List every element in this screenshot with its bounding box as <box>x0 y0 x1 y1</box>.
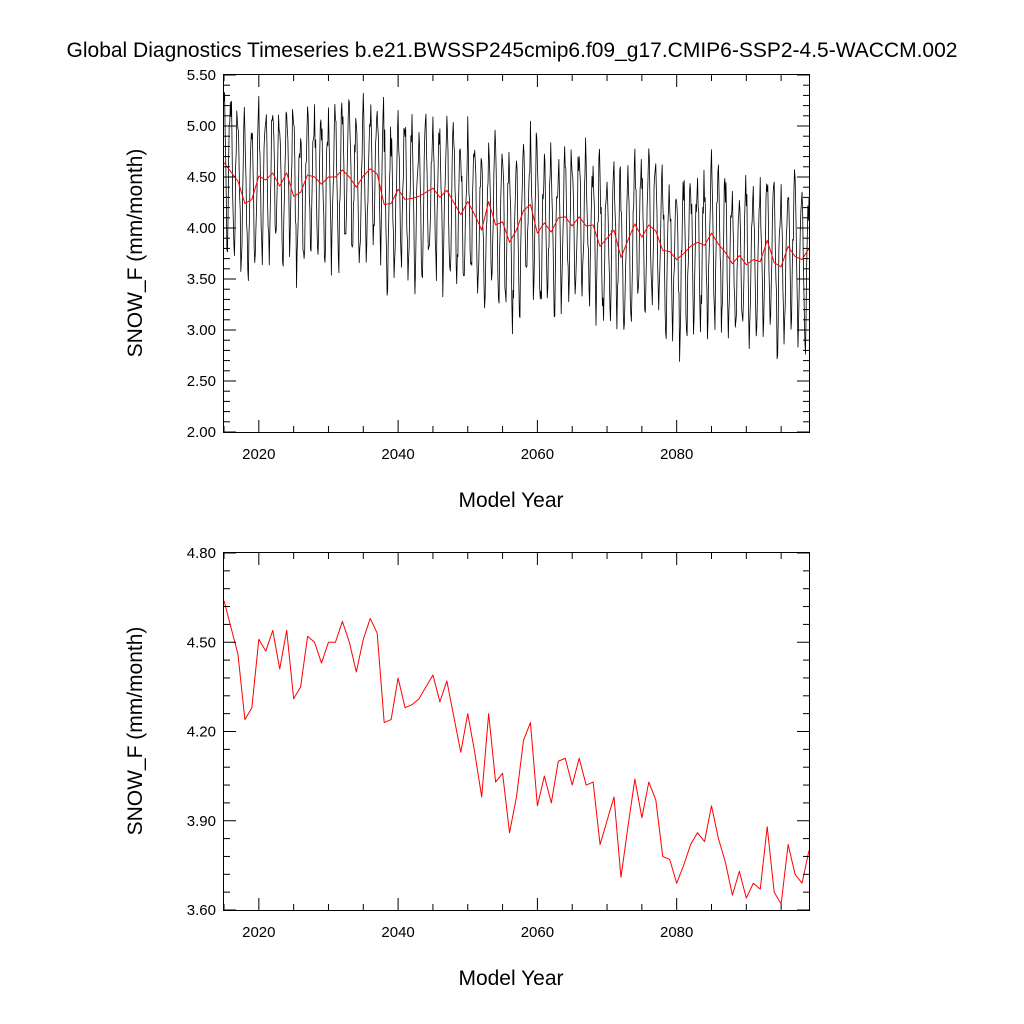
top-y-tick-label: 4.00 <box>187 220 216 237</box>
top-y-tick-label: 3.50 <box>187 271 216 288</box>
top-y-tick-label: 2.50 <box>187 373 216 390</box>
bottom-y-tick-label: 3.90 <box>187 813 216 830</box>
top-plot-area <box>224 92 809 362</box>
top-x-tick-label: 2040 <box>381 446 414 463</box>
bottom-y-tick-label: 3.60 <box>187 902 216 919</box>
bottom-x-tick-label: 2060 <box>521 924 554 941</box>
bottom-x-tick-label: 2080 <box>660 924 693 941</box>
top-y-axis-label: SNOW_F (mm/month) <box>124 149 147 358</box>
bottom-series-annual-mean-line <box>224 600 809 905</box>
top-axis-ticks: 2020 2040 2060 2080 2.00 2.50 3.00 3.50 4.00 4.50… <box>187 67 809 463</box>
top-series-annual-mean-line <box>224 162 809 268</box>
figure-title: Global Diagnostics Timeseries b.e21.BWSS… <box>67 39 958 62</box>
bottom-panel: 2020 2040 2060 2080 3.60 3.90 4.20 4.50 4.80 Mod… <box>124 545 810 990</box>
bottom-x-axis-label: Model Year <box>458 967 563 990</box>
bottom-x-tick-label: 2040 <box>381 924 414 941</box>
top-y-tick-label: 5.00 <box>187 118 216 135</box>
bottom-axis-ticks: 2020 2040 2060 2080 3.60 3.90 4.20 4.50 4.80 <box>187 545 809 941</box>
top-x-axis-label: Model Year <box>458 489 563 512</box>
bottom-x-tick-label: 2020 <box>242 924 275 941</box>
top-panel: 2020 2040 2060 2080 2.00 2.50 3.00 3.50 4.00 4.50… <box>124 67 810 512</box>
bottom-plot-area <box>224 600 809 905</box>
bottom-y-tick-label: 4.20 <box>187 724 216 741</box>
top-y-tick-label: 4.50 <box>187 169 216 186</box>
top-y-tick-label: 3.00 <box>187 322 216 339</box>
top-x-tick-label: 2020 <box>242 446 275 463</box>
bottom-y-tick-label: 4.80 <box>187 545 216 562</box>
top-y-tick-label: 5.50 <box>187 67 216 84</box>
top-plot-frame <box>223 74 810 433</box>
bottom-y-axis-label: SNOW_F (mm/month) <box>124 627 147 836</box>
top-x-tick-label: 2080 <box>660 446 693 463</box>
top-series-monthly-line <box>224 92 809 362</box>
bottom-y-tick-label: 4.50 <box>187 634 216 651</box>
bottom-plot-frame <box>223 552 810 911</box>
top-x-tick-label: 2060 <box>521 446 554 463</box>
top-y-tick-label: 2.00 <box>187 424 216 441</box>
